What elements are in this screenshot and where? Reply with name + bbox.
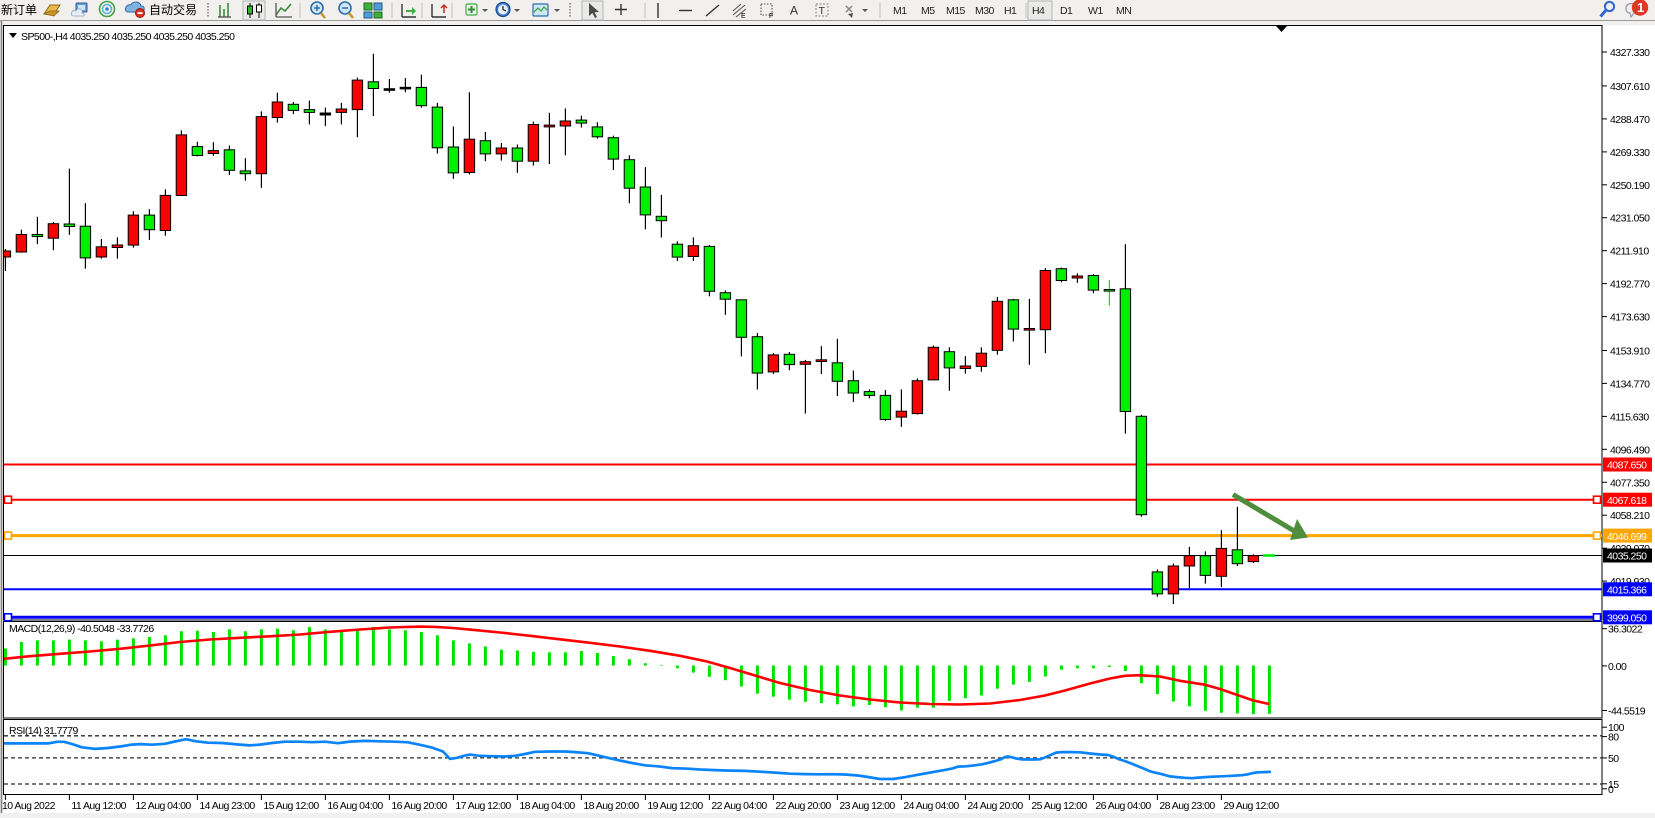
svg-text:MN: MN [1116, 5, 1131, 17]
svg-text:28 Aug 23:00: 28 Aug 23:00 [1159, 800, 1215, 812]
svg-text:自动交易: 自动交易 [149, 2, 197, 17]
svg-text:80: 80 [1608, 732, 1619, 744]
svg-text:15 Aug 12:00: 15 Aug 12:00 [263, 800, 319, 812]
svg-text:4250.190: 4250.190 [1610, 180, 1650, 192]
svg-text:16 Aug 20:00: 16 Aug 20:00 [391, 800, 447, 812]
svg-text:4231.050: 4231.050 [1610, 213, 1650, 225]
svg-text:4087.650: 4087.650 [1607, 460, 1647, 472]
svg-text:3999.050: 3999.050 [1607, 613, 1647, 625]
svg-text:H1: H1 [1004, 5, 1017, 17]
svg-text:4058.210: 4058.210 [1610, 510, 1650, 522]
svg-text:18 Aug 04:00: 18 Aug 04:00 [519, 800, 575, 812]
svg-text:1: 1 [1637, 0, 1644, 15]
svg-text:16 Aug 04:00: 16 Aug 04:00 [327, 800, 383, 812]
svg-text:4288.470: 4288.470 [1610, 114, 1650, 126]
svg-text:0: 0 [1608, 784, 1614, 796]
svg-text:4096.490: 4096.490 [1610, 444, 1650, 456]
svg-text:D1: D1 [1060, 5, 1073, 17]
svg-text:24 Aug 20:00: 24 Aug 20:00 [967, 800, 1023, 812]
svg-text:F: F [769, 13, 773, 20]
svg-text:14 Aug 23:00: 14 Aug 23:00 [199, 800, 255, 812]
svg-text:11 Aug 12:00: 11 Aug 12:00 [71, 800, 126, 812]
svg-text:36.3022: 36.3022 [1608, 624, 1643, 636]
svg-text:4211.910: 4211.910 [1610, 246, 1649, 258]
svg-text:E: E [741, 13, 746, 20]
svg-text:26 Aug 04:00: 26 Aug 04:00 [1095, 800, 1151, 812]
svg-text:4015.366: 4015.366 [1607, 585, 1647, 597]
svg-text:M15: M15 [946, 5, 965, 17]
svg-text:新订单: 新订单 [1, 2, 37, 17]
svg-text:W1: W1 [1088, 5, 1103, 17]
svg-text:22 Aug 04:00: 22 Aug 04:00 [711, 800, 767, 812]
svg-text:4035.250: 4035.250 [1607, 551, 1647, 563]
svg-text:29 Aug 12:00: 29 Aug 12:00 [1223, 800, 1279, 812]
svg-text:T: T [819, 5, 826, 17]
svg-text:SP500-,H4 4035.250 4035.250 4: SP500-,H4 4035.250 4035.250 4035.250 403… [21, 31, 235, 43]
svg-text:M5: M5 [921, 5, 935, 17]
svg-text:17 Aug 12:00: 17 Aug 12:00 [455, 800, 511, 812]
svg-text:4046.699: 4046.699 [1607, 531, 1647, 543]
svg-text:4153.910: 4153.910 [1610, 346, 1650, 358]
svg-text:-44.5519: -44.5519 [1608, 706, 1646, 718]
svg-text:MACD(12,26,9) -40.5048 -33.772: MACD(12,26,9) -40.5048 -33.7726 [9, 623, 154, 635]
svg-text:4192.770: 4192.770 [1610, 279, 1650, 291]
svg-text:M30: M30 [975, 5, 994, 17]
svg-text:A: A [790, 4, 798, 18]
svg-text:4067.618: 4067.618 [1607, 495, 1647, 507]
svg-text:22 Aug 20:00: 22 Aug 20:00 [775, 800, 831, 812]
svg-text:12 Aug 04:00: 12 Aug 04:00 [135, 800, 191, 812]
svg-text:RSI(14) 31.7779: RSI(14) 31.7779 [9, 725, 79, 737]
svg-text:4307.610: 4307.610 [1610, 81, 1650, 93]
svg-text:H4: H4 [1032, 5, 1045, 17]
svg-text:50: 50 [1608, 753, 1619, 765]
svg-text:M1: M1 [893, 5, 907, 17]
svg-text:15: 15 [1608, 779, 1619, 791]
svg-text:4077.350: 4077.350 [1610, 477, 1650, 489]
svg-text:4115.630: 4115.630 [1610, 411, 1649, 423]
svg-text:4327.330: 4327.330 [1610, 47, 1650, 59]
svg-text:18 Aug 20:00: 18 Aug 20:00 [583, 800, 639, 812]
svg-text:10 Aug 2022: 10 Aug 2022 [2, 800, 56, 812]
svg-text:100: 100 [1608, 722, 1625, 734]
svg-text:4173.630: 4173.630 [1610, 312, 1650, 324]
svg-text:23 Aug 12:00: 23 Aug 12:00 [839, 800, 895, 812]
svg-text:24 Aug 04:00: 24 Aug 04:00 [903, 800, 959, 812]
svg-text:4269.330: 4269.330 [1610, 147, 1650, 159]
svg-text:4134.770: 4134.770 [1610, 378, 1650, 390]
svg-text:25 Aug 12:00: 25 Aug 12:00 [1031, 800, 1087, 812]
svg-text:0.00: 0.00 [1608, 661, 1627, 673]
svg-text:19 Aug 12:00: 19 Aug 12:00 [647, 800, 703, 812]
